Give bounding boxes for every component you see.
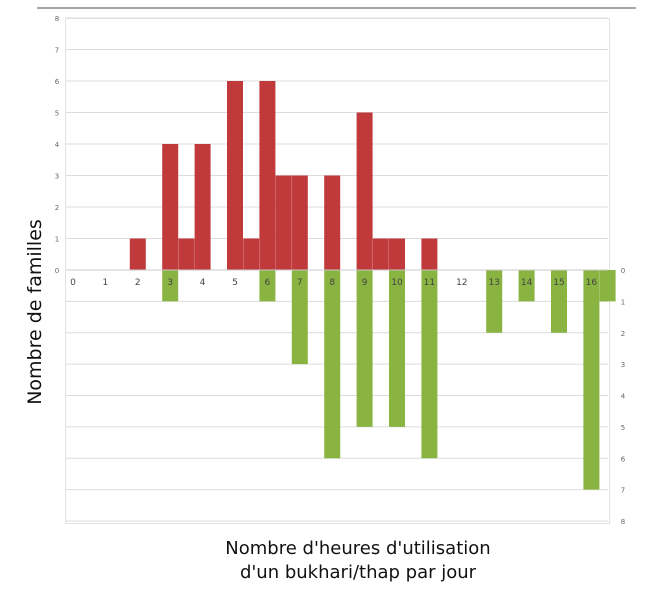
- left-y-tick-label: 1: [55, 236, 59, 244]
- x-tick-label: 12: [456, 278, 467, 288]
- right-y-tick-label: 1: [621, 298, 625, 306]
- bar-down: [389, 270, 405, 427]
- right-y-tick-label: 4: [621, 393, 626, 401]
- x-tick-label: 16: [586, 278, 598, 288]
- bar-down: [421, 270, 438, 459]
- bar-down: [356, 270, 373, 427]
- left-y-tick-label: 3: [55, 173, 59, 181]
- x-tick-label: 5: [232, 278, 238, 288]
- x-axis-label-line-2: d'un bukhari/thap par jour: [239, 562, 477, 583]
- bar-up: [178, 238, 195, 270]
- right-y-tick-label: 5: [621, 424, 625, 432]
- top-frame-line: [37, 7, 636, 9]
- bar-up: [259, 81, 276, 270]
- bar-up: [227, 81, 243, 270]
- right-y-tick-label: 8: [621, 518, 625, 526]
- left-y-tick-label: 6: [55, 78, 60, 86]
- left-y-tick-label: 4: [55, 141, 60, 149]
- bar-down: [551, 270, 567, 333]
- bar-down: [599, 270, 616, 302]
- x-tick-label: 10: [391, 278, 403, 288]
- left-y-tick-label: 8: [55, 15, 59, 23]
- x-tick-label: 4: [200, 278, 206, 288]
- bar-down: [583, 270, 600, 490]
- left-y-tick-label: 7: [55, 47, 59, 55]
- bar-down: [259, 270, 276, 302]
- bar-down: [162, 270, 179, 302]
- y-axis-label: Nombre de familles: [24, 219, 46, 405]
- x-tick-label: 11: [424, 278, 435, 288]
- left-y-tick-label: 2: [55, 204, 59, 212]
- bar-up: [389, 238, 405, 270]
- bar-down: [291, 270, 308, 365]
- x-tick-label: 1: [103, 278, 109, 288]
- right-y-tick-label: 2: [621, 330, 625, 338]
- x-axis-label-line-1: Nombre d'heures d'utilisation: [225, 538, 491, 559]
- x-tick-label: 8: [329, 278, 335, 288]
- bar-up: [372, 238, 389, 270]
- bar-up: [356, 112, 373, 270]
- right-y-tick-label: 6: [621, 455, 626, 463]
- bar-up: [421, 238, 438, 270]
- bar-down: [324, 270, 341, 459]
- left-y-tick-label: 5: [55, 110, 59, 118]
- x-tick-label: 2: [135, 278, 141, 288]
- bar-up: [243, 238, 260, 270]
- bar-down: [518, 270, 535, 302]
- x-tick-label: 14: [521, 278, 533, 288]
- left-y-tick-label: 0: [55, 267, 59, 275]
- x-tick-label: 7: [297, 278, 303, 288]
- bar-up: [129, 238, 146, 270]
- x-tick-label: 0: [70, 278, 76, 288]
- right-y-tick-label: 7: [621, 487, 625, 495]
- x-tick-label: 6: [265, 278, 271, 288]
- x-tick-label: 13: [488, 278, 499, 288]
- right-y-tick-label: 3: [621, 361, 625, 369]
- bar-up: [324, 175, 341, 270]
- bar-up: [291, 175, 308, 270]
- bar-up: [162, 144, 179, 270]
- right-y-tick-label: 0: [621, 267, 625, 275]
- x-tick-label: 3: [167, 278, 173, 288]
- bar-down: [486, 270, 503, 333]
- x-tick-label: 9: [362, 278, 368, 288]
- x-tick-label: 15: [553, 278, 564, 288]
- bar-up: [275, 175, 292, 270]
- bar-up: [194, 144, 211, 270]
